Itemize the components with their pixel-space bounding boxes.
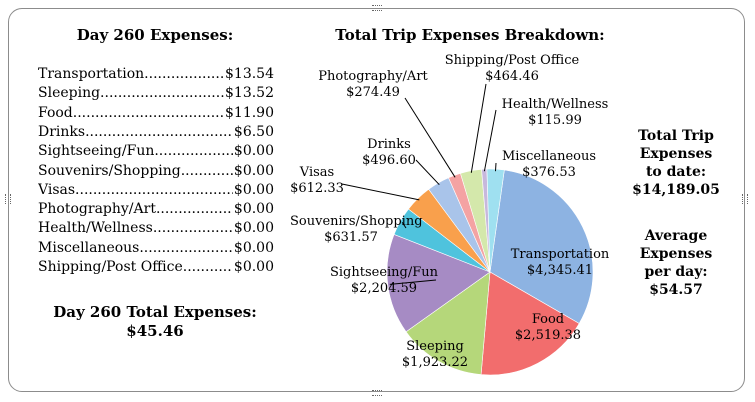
expense-amount: $0.00 xyxy=(232,142,274,162)
pie-label-name: Photography/Art xyxy=(318,69,428,84)
expense-label: Shipping/Post Office....................… xyxy=(38,259,274,275)
pie-label-value: $2,519.38 xyxy=(514,328,582,343)
trip-total-value: $14,189.05 xyxy=(632,182,720,198)
expense-amount: $6.50 xyxy=(232,122,274,142)
leader-line xyxy=(483,109,497,172)
trip-total-line-2: Expenses xyxy=(639,146,713,162)
pie-label-value: $4,345.41 xyxy=(526,263,594,278)
pie-label: Food $2,519.38 xyxy=(503,312,593,344)
pie-label: Souvenirs/Shopping $631.57 xyxy=(290,214,423,246)
day-expenses-title: Day 260 Expenses: xyxy=(76,26,234,44)
pie-label-name: Drinks xyxy=(367,137,411,152)
pie-label-name: Sleeping xyxy=(406,339,464,354)
expense-amount: $0.00 xyxy=(232,161,274,181)
pie-label-name: Visas xyxy=(299,165,335,180)
expense-label: Health/Wellness.........................… xyxy=(38,220,274,237)
chart-title: Total Trip Expenses Breakdown: xyxy=(335,26,605,44)
trip-total-line-1: Total Trip xyxy=(638,128,714,144)
pie-label-value: $612.33 xyxy=(290,181,344,196)
pie-label: Drinks $496.60 xyxy=(356,137,422,169)
expense-amount: $13.54 xyxy=(224,65,274,84)
trip-total-block: Total Trip Expenses to date: $14,189.05 xyxy=(622,127,730,199)
average-line-3: per day: xyxy=(644,264,708,280)
expense-label: Miscellaneous...........................… xyxy=(38,239,274,256)
expense-label: Souvenirs/Shopping......................… xyxy=(38,162,274,179)
expense-row: Transportation..........................… xyxy=(38,65,274,84)
expense-amount: $0.00 xyxy=(232,180,274,200)
pie-label-name: Transportation xyxy=(510,247,610,262)
expense-amount: $13.52 xyxy=(224,84,274,104)
pie-slice-sightseeing-fun xyxy=(386,234,491,333)
expense-row: Sleeping................................… xyxy=(38,84,274,104)
expense-label: Sightseeing/Fun.........................… xyxy=(38,143,274,160)
pie-label-name: Sightseeing/Fun xyxy=(329,265,439,280)
leader-line xyxy=(341,183,420,201)
pie-label-value: $2,204.59 xyxy=(350,281,418,296)
pie-label-name: Miscellaneous xyxy=(501,149,597,164)
expense-label: Drinks..................................… xyxy=(38,123,274,140)
day-total-value: $45.46 xyxy=(126,322,184,340)
pie-label-name: Shipping/Post Office xyxy=(444,53,580,68)
pie-label-name: Health/Wellness xyxy=(501,97,609,112)
expense-label: Photography/Art.........................… xyxy=(38,201,274,218)
leader-line xyxy=(495,162,497,172)
chart-frame xyxy=(8,8,745,392)
pie-label: Transportation $4,345.41 xyxy=(505,247,615,279)
pie-label-value: $464.46 xyxy=(485,69,539,84)
expense-row: Shipping/Post Office....................… xyxy=(38,258,274,277)
expense-row: Photography/Art.........................… xyxy=(38,200,274,220)
resize-handle-top[interactable] xyxy=(372,5,382,11)
resize-handle-bottom[interactable] xyxy=(372,390,382,396)
expense-row: Visas...................................… xyxy=(38,180,274,200)
pie-label: Sightseeing/Fun $2,204.59 xyxy=(322,265,446,297)
pie-label-value: $115.99 xyxy=(528,113,582,128)
expense-row: Drinks..................................… xyxy=(38,122,274,142)
day-total-label: Day 260 Total Expenses: xyxy=(53,303,257,321)
expense-label: Visas...................................… xyxy=(38,181,274,198)
leader-line xyxy=(389,279,437,285)
average-value: $54.57 xyxy=(649,282,703,298)
expense-row: Food....................................… xyxy=(38,103,274,123)
leader-line xyxy=(404,97,456,178)
pie-label: Shipping/Post Office $464.46 xyxy=(442,53,582,85)
expense-amount: $11.90 xyxy=(224,103,274,123)
pie-label-value: $376.53 xyxy=(522,165,576,180)
expense-label: Transportation..........................… xyxy=(38,66,274,82)
pie-label: Photography/Art $274.49 xyxy=(310,69,436,101)
average-line-1: Average xyxy=(644,228,708,244)
expense-row: Souvenirs/Shopping......................… xyxy=(38,161,274,181)
leader-line xyxy=(401,222,407,229)
pie-slice-sleeping xyxy=(405,271,491,375)
pie-label: Visas $612.33 xyxy=(287,165,347,197)
resize-handle-left[interactable] xyxy=(5,194,11,204)
pie-label: Health/Wellness $115.99 xyxy=(498,97,612,129)
pie-label: Sleeping $1,923.22 xyxy=(390,339,480,371)
expense-label: Food....................................… xyxy=(38,104,274,121)
pie-slice-food xyxy=(480,271,580,376)
average-block: Average Expenses per day: $54.57 xyxy=(622,227,730,299)
expense-amount: $0.00 xyxy=(232,219,274,239)
expense-row: Sightseeing/Fun.........................… xyxy=(38,142,274,162)
pie-label-name: Food xyxy=(531,312,565,327)
expense-amount: $0.00 xyxy=(232,200,274,220)
pie-label: Miscellaneous $376.53 xyxy=(494,149,604,181)
expense-row: Health/Wellness.........................… xyxy=(38,219,274,239)
expense-row: Miscellaneous...........................… xyxy=(38,238,274,258)
expense-label: Sleeping................................… xyxy=(38,85,274,102)
leader-line xyxy=(470,83,487,173)
trip-total-line-3: to date: xyxy=(645,164,707,180)
leader-line xyxy=(415,159,440,186)
resize-handle-right[interactable] xyxy=(742,194,748,204)
pie-label-value: $496.60 xyxy=(362,153,416,168)
pie-label-name: Souvenirs/Shopping xyxy=(290,214,423,229)
pie-label-value: $274.49 xyxy=(346,85,400,100)
pie-label-value: $1,923.22 xyxy=(401,355,469,370)
expense-amount: $0.00 xyxy=(232,258,274,277)
pie-slice-transportation xyxy=(489,169,594,324)
average-line-2: Expenses xyxy=(639,246,713,262)
expense-amount: $0.00 xyxy=(232,238,274,258)
pie-label-value: $631.57 xyxy=(324,230,378,245)
